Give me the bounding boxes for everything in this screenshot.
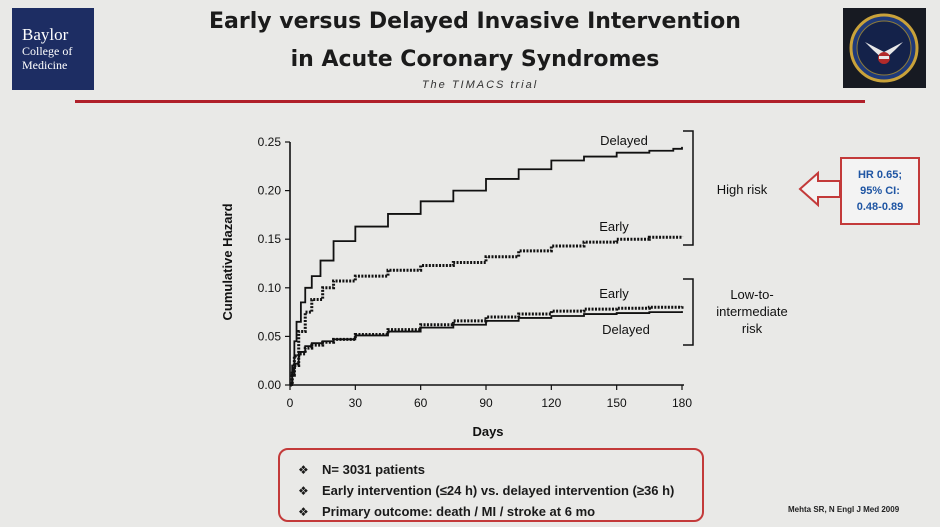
- left-arrow-icon: [798, 170, 841, 208]
- risk-group-label: High risk: [717, 182, 768, 197]
- series-label: Early: [599, 286, 629, 301]
- series-line-3: [290, 311, 683, 386]
- title-divider: [75, 100, 865, 103]
- logo-line2: College of: [22, 44, 73, 58]
- series-line-1: [290, 235, 684, 387]
- veterans-affairs-seal-icon: [843, 8, 926, 88]
- summary-item: ❖ N= 3031 patients: [298, 459, 702, 480]
- series-label: Delayed: [600, 133, 648, 148]
- hr-line-2: 95% CI:: [860, 185, 900, 197]
- series-label: Delayed: [602, 322, 650, 337]
- diamond-bullet-icon: ❖: [298, 484, 309, 498]
- x-tick-label: 120: [541, 396, 561, 410]
- trial-summary-box: ❖ N= 3031 patients ❖ Early intervention (≤…: [278, 448, 704, 522]
- y-tick-label: 0.15: [258, 232, 282, 246]
- risk-group-label: intermediate: [716, 304, 788, 319]
- low-risk-bracket: [683, 278, 694, 346]
- x-tick-label: 180: [672, 396, 692, 410]
- hr-line-1: HR 0.65;: [857, 169, 903, 181]
- slide-title-line1: Early versus Delayed Invasive Interventi…: [209, 9, 741, 34]
- summary-item: ❖ Early intervention (≤24 h) vs. delayed …: [298, 480, 702, 501]
- logo-line3: Medicine: [22, 58, 68, 72]
- hr-line-3: 0.48-0.89: [856, 201, 904, 213]
- high-risk-bracket: [683, 130, 694, 246]
- diamond-bullet-icon: ❖: [298, 505, 309, 519]
- y-tick-label: 0.05: [258, 329, 282, 343]
- series-line-0: [290, 146, 683, 386]
- y-tick-label: 0.00: [258, 378, 282, 392]
- hazard-ratio-box: HR 0.65; 95% CI: 0.48-0.89: [840, 157, 920, 225]
- slide-title-line2: in Acute Coronary Syndromes: [290, 47, 660, 72]
- series-label: Early: [599, 219, 629, 234]
- x-tick-label: 90: [479, 396, 493, 410]
- x-tick-label: 30: [349, 396, 363, 410]
- x-tick-label: 150: [607, 396, 627, 410]
- series-line-2: [290, 305, 684, 387]
- y-tick-label: 0.20: [258, 184, 282, 198]
- slide-subtitle: The TIMACS trial: [421, 79, 539, 91]
- x-tick-label: 60: [414, 396, 428, 410]
- summary-text: Early intervention (≤24 h) vs. delayed i…: [322, 483, 675, 498]
- summary-text: Primary outcome: death / MI / stroke at …: [322, 504, 596, 519]
- seal-graphic: [849, 13, 919, 83]
- risk-group-label: risk: [742, 321, 763, 336]
- diamond-bullet-icon: ❖: [298, 463, 309, 477]
- x-axis-label: Days: [472, 424, 503, 439]
- y-tick-label: 0.10: [258, 281, 282, 295]
- baylor-logo: Baylor College of Medicine: [12, 8, 94, 90]
- summary-text: N= 3031 patients: [322, 462, 425, 477]
- y-axis-label: Cumulative Hazard: [220, 203, 235, 320]
- citation: Mehta SR, N Engl J Med 2009: [788, 505, 900, 514]
- y-tick-label: 0.25: [258, 135, 282, 149]
- risk-group-label: Low-to-: [730, 287, 773, 302]
- summary-item: ❖ Primary outcome: death / MI / stroke at…: [298, 501, 702, 522]
- logo-line1: Baylor: [22, 25, 69, 44]
- x-tick-label: 0: [287, 396, 294, 410]
